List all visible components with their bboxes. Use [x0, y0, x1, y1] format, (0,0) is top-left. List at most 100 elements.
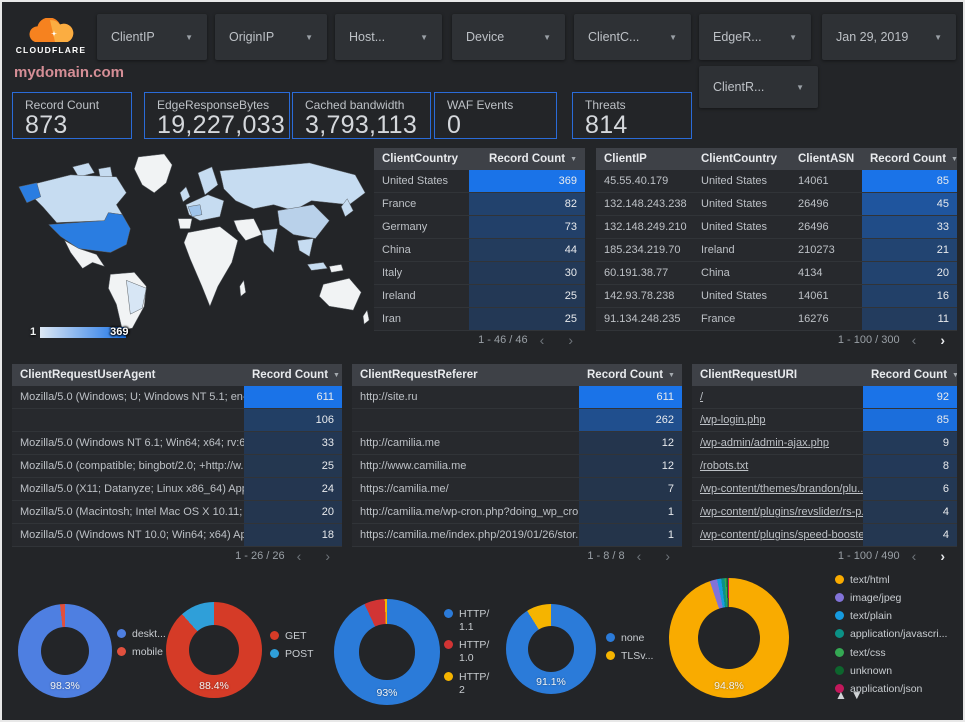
filter-edgeresponse[interactable]: EdgeR... ▼ [699, 14, 811, 60]
table-cell: United States [693, 285, 790, 307]
table-cell: Mozilla/5.0 (Windows NT 6.1; Win64; x64;… [12, 432, 244, 454]
legend-item[interactable]: TLSv... [606, 650, 653, 663]
table-pagination: 1 - 100 / 490 ‹ › [692, 548, 957, 564]
chevron-left-icon[interactable]: ‹ [539, 332, 545, 348]
filter-device[interactable]: Device ▼ [452, 14, 565, 60]
tls-version-donut[interactable]: 91.1% [506, 604, 596, 694]
chevron-right-icon[interactable]: › [665, 548, 670, 564]
uri-link[interactable]: /wp-admin/admin-ajax.php [700, 437, 830, 449]
legend-item[interactable]: HTTP/1.0 [444, 639, 492, 665]
filter-host-label: Host... [349, 30, 386, 44]
table-cell-text: France [701, 313, 736, 325]
legend-item[interactable]: GET [270, 630, 314, 643]
chevron-right-icon[interactable]: › [325, 548, 330, 564]
table-header-row: ClientIP ClientCountry ClientASN Record Cou… [596, 148, 957, 170]
legend-label: HTTP/1.1 [459, 608, 490, 634]
table-row: Mozilla/5.0 (Macintosh; Intel Mac OS X 1… [12, 501, 342, 524]
legend-label: none [621, 632, 645, 644]
legend-scroll-down-icon[interactable]: ▼ [850, 688, 867, 702]
legend-color-dot [835, 575, 844, 584]
legend-label: unknown [850, 664, 893, 677]
date-range-filter[interactable]: Jan 29, 2019 ▼ [822, 14, 956, 60]
table-header-row: ClientRequestUserAgent Record Count ▼ [12, 364, 342, 386]
record-count-cell: 21 [862, 239, 957, 261]
legend-scroll-up-icon[interactable]: ▲ [835, 688, 851, 702]
legend-item[interactable]: mobile [117, 646, 166, 659]
legend-item[interactable]: HTTP/2 [444, 671, 492, 697]
table-row: Ireland 25 [374, 285, 585, 308]
column-header[interactable]: ClientIP [604, 153, 647, 165]
world-map[interactable]: 1 369 [12, 149, 374, 346]
column-header[interactable]: ClientASN [798, 153, 855, 165]
legend-label: deskt... [132, 628, 166, 640]
legend-item[interactable]: HTTP/1.1 [444, 608, 492, 634]
legend-label: mobile [132, 646, 163, 659]
column-header[interactable]: ClientCountry [382, 153, 459, 165]
table-cell: 26496 [790, 216, 862, 238]
donut-hole [359, 624, 415, 680]
column-header[interactable]: Record Count▼ [862, 153, 957, 165]
table-row: 91.134.248.235 France 16276 11 [596, 308, 957, 331]
record-count-cell: 25 [469, 308, 585, 330]
device-type-donut[interactable]: 98.3% [18, 604, 112, 698]
record-count-cell: 33 [244, 432, 342, 454]
column-header[interactable]: Record Count▼ [489, 153, 577, 165]
table-row: Iran 25 [374, 308, 585, 331]
uri-link[interactable]: /robots.txt [700, 460, 749, 472]
chevron-left-icon[interactable]: ‹ [911, 548, 917, 564]
chevron-left-icon[interactable]: ‹ [636, 548, 642, 564]
filter-host[interactable]: Host... ▼ [335, 14, 442, 60]
table-cell-text: Germany [382, 221, 428, 233]
legend-color-dot [606, 633, 615, 642]
column-header[interactable]: Record Count▼ [587, 369, 675, 381]
table-cell-text: 142.93.78.238 [604, 290, 675, 302]
table-cell [352, 409, 579, 431]
filter-originip-label: OriginIP [229, 30, 275, 44]
column-header[interactable]: ClientCountry [701, 153, 778, 165]
column-header[interactable]: ClientRequestUserAgent [20, 369, 156, 381]
record-count-cell: 11 [862, 308, 957, 330]
legend-item[interactable]: unknown [835, 665, 947, 678]
column-header[interactable]: Record Count▼ [863, 369, 957, 381]
record-count-cell: 20 [244, 501, 342, 523]
chevron-right-icon[interactable]: › [940, 548, 945, 564]
filter-clientcountry[interactable]: ClientC... ▼ [574, 14, 691, 60]
pagination-range-label: 1 - 26 / 26 [235, 550, 285, 562]
http-protocol-donut[interactable]: 93% [334, 599, 440, 705]
column-header[interactable]: Record Count▼ [252, 369, 340, 381]
filter-clientip[interactable]: ClientIP ▼ [97, 14, 207, 60]
filter-clientrequest[interactable]: ClientR... ▼ [699, 66, 818, 108]
legend-item[interactable]: text/html [835, 574, 947, 587]
chevron-left-icon[interactable]: ‹ [296, 548, 302, 564]
table-cell-text: United States [701, 221, 768, 233]
legend-item[interactable]: POST [270, 648, 314, 661]
table-cell: 91.134.248.235 [596, 308, 693, 330]
legend-item[interactable]: application/json [835, 683, 947, 696]
table-cell: 45.55.40.179 [596, 170, 693, 192]
request-method-donut[interactable]: 88.4% [166, 602, 262, 698]
uri-link[interactable]: / [700, 391, 704, 403]
chevron-right-icon[interactable]: › [568, 332, 573, 348]
uri-link[interactable]: /wp-content/themes/brandon/plu... [700, 483, 863, 495]
table-cell-text: United States [382, 175, 449, 187]
legend-item[interactable]: image/jpeg [835, 592, 947, 605]
table-row: / 92 [692, 386, 957, 409]
legend-item[interactable]: text/plain [835, 610, 947, 623]
uri-link[interactable]: /wp-content/plugins/revslider/rs-p... [700, 506, 863, 518]
legend-item[interactable]: deskt... [117, 628, 166, 641]
world-map-svg [18, 153, 370, 331]
scorecard-label: WAF Events [447, 98, 514, 112]
legend-item[interactable]: text/css [835, 647, 947, 660]
column-header[interactable]: ClientRequestReferer [360, 369, 478, 381]
legend-item[interactable]: application/javascri... [835, 628, 947, 641]
column-header[interactable]: ClientRequestURI [700, 369, 798, 381]
chevron-left-icon[interactable]: ‹ [911, 332, 917, 348]
table-cell: Mozilla/5.0 (Windows NT 10.0; Win64; x64… [12, 524, 244, 546]
filter-originip[interactable]: OriginIP ▼ [215, 14, 327, 60]
uri-link[interactable]: /wp-content/plugins/speed-booste... [700, 529, 863, 541]
uri-link[interactable]: /wp-login.php [700, 414, 766, 426]
chevron-right-icon[interactable]: › [940, 332, 945, 348]
content-type-donut[interactable]: 94.8% [669, 578, 789, 698]
legend-item[interactable]: none [606, 632, 653, 645]
table-row: Italy 30 [374, 262, 585, 285]
